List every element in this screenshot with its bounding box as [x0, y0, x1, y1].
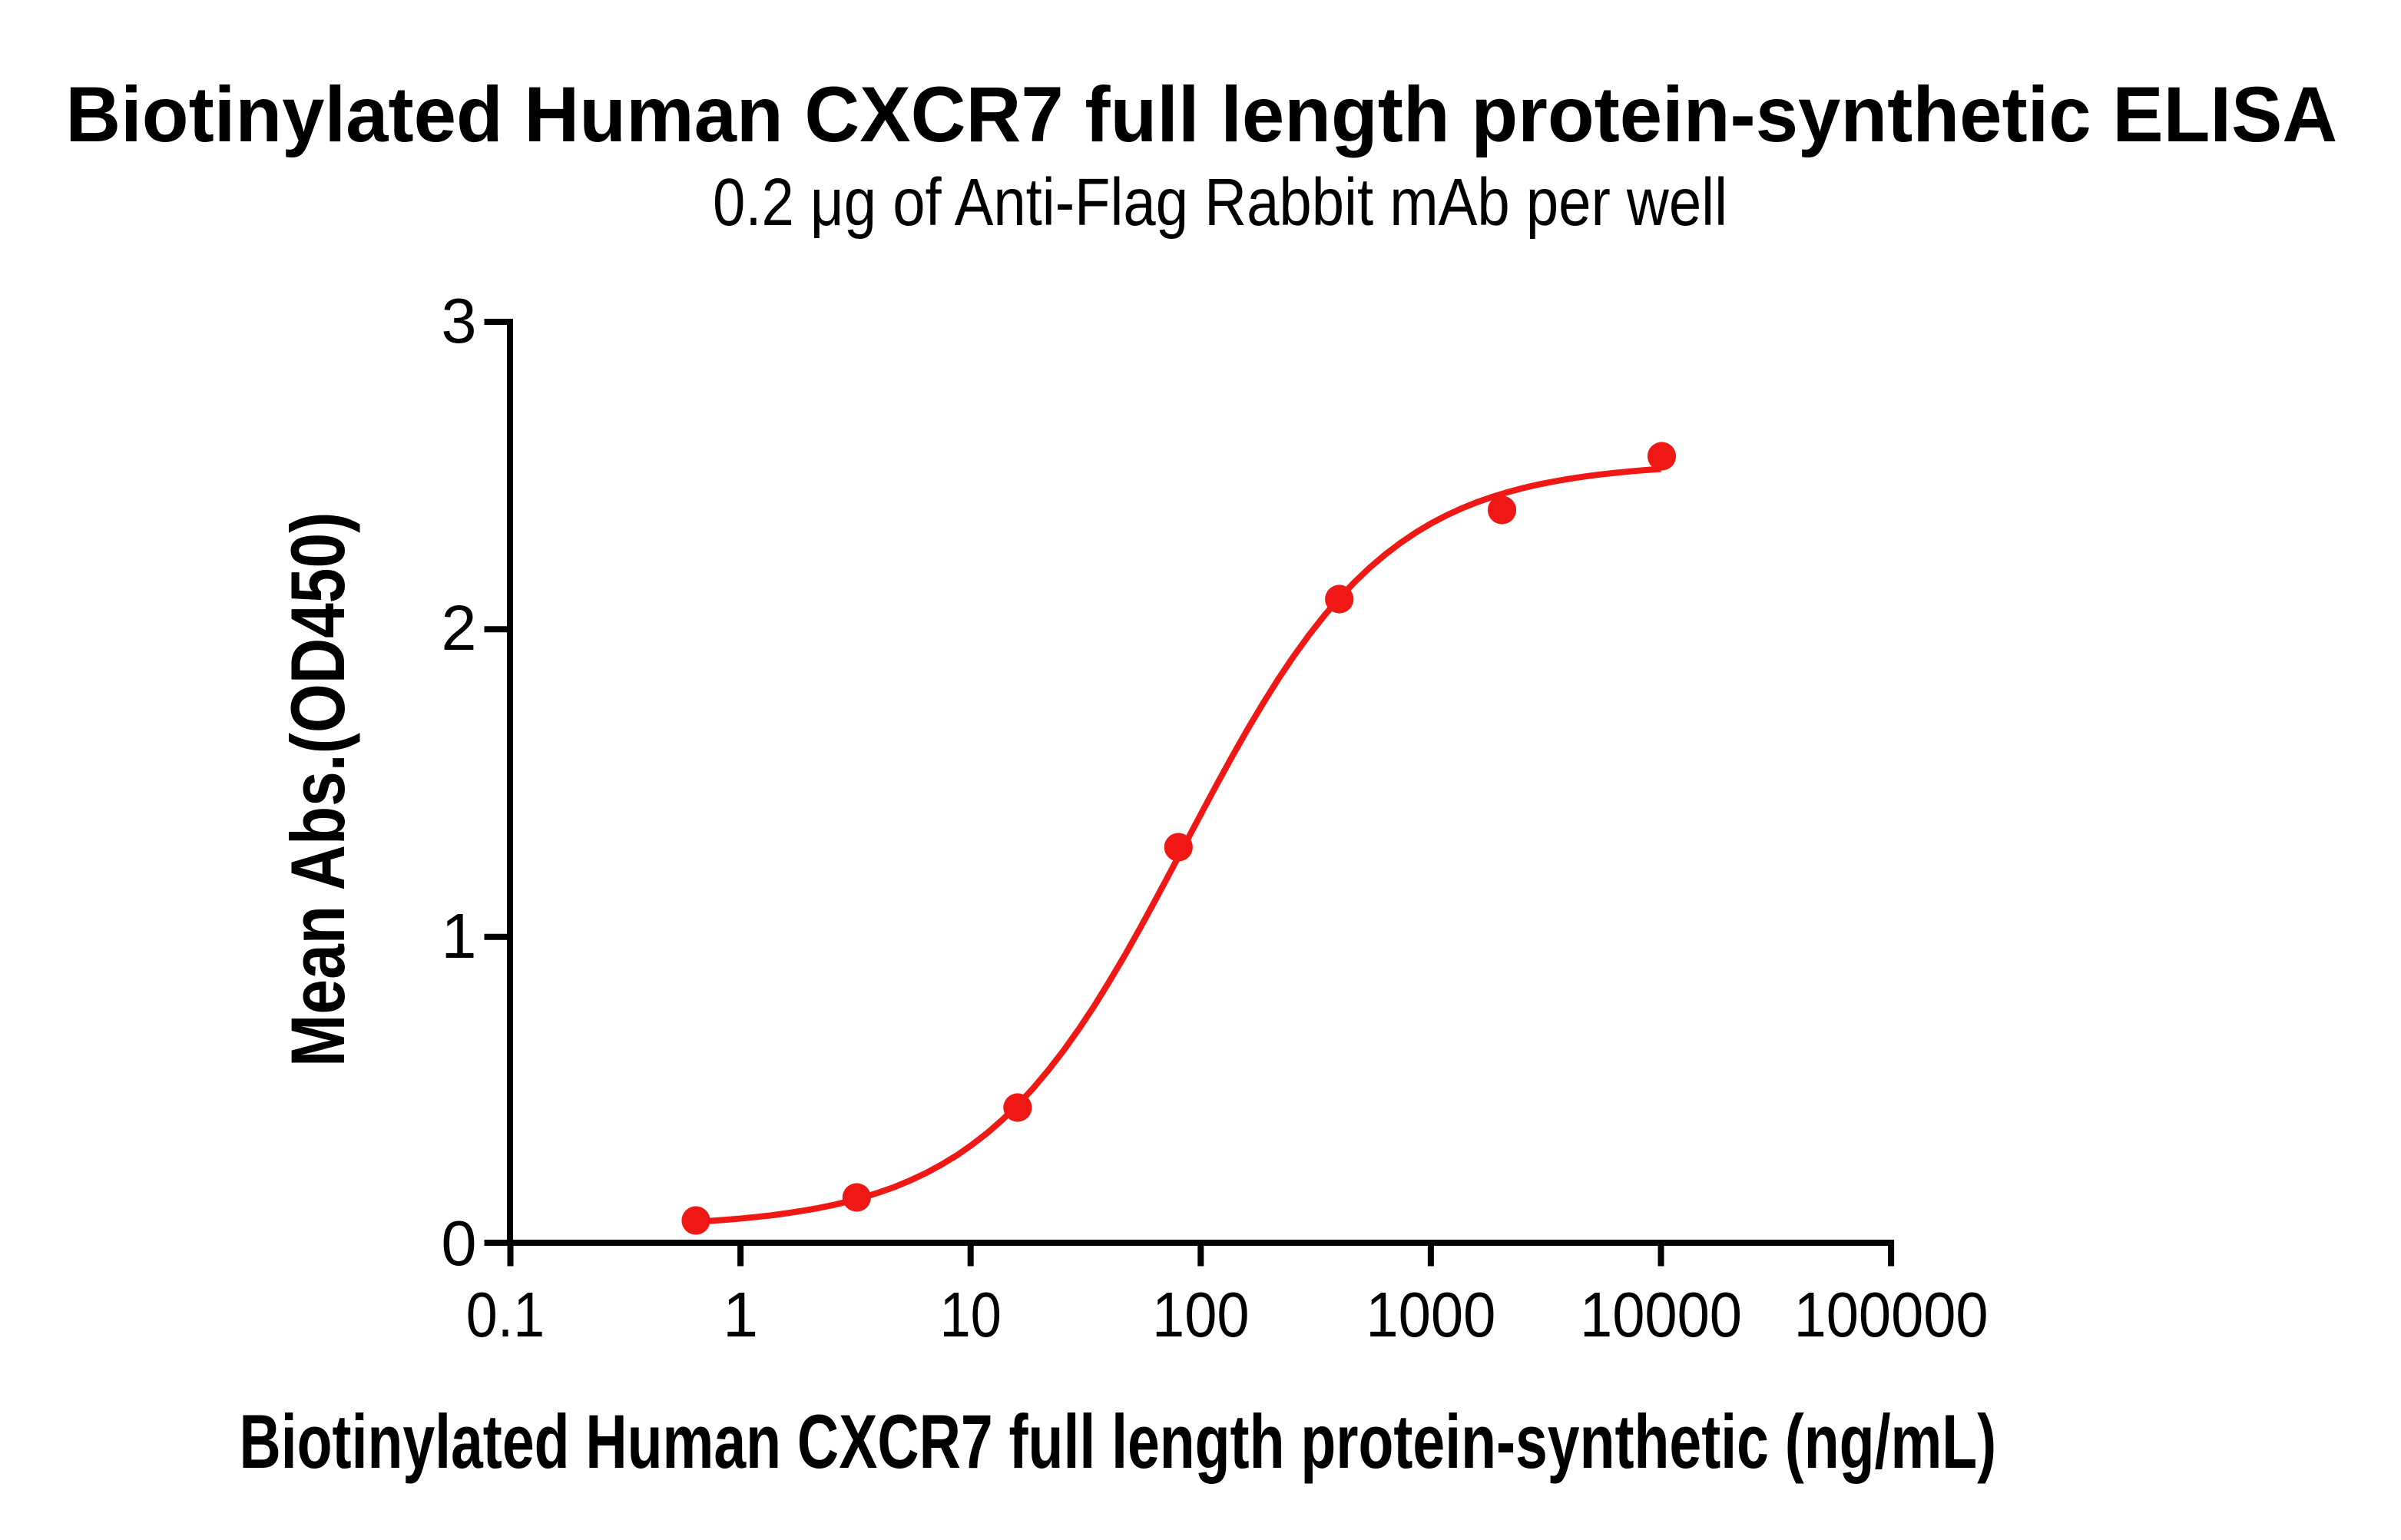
svg-text:10000: 10000: [1580, 1279, 1742, 1350]
svg-text:0.2 μg of Anti-Flag Rabbit mAb: 0.2 μg of Anti-Flag Rabbit mAb per well: [713, 165, 1727, 240]
svg-text:10: 10: [939, 1279, 1002, 1350]
svg-text:1000: 1000: [1366, 1279, 1495, 1350]
svg-text:100: 100: [1152, 1279, 1250, 1350]
svg-text:0: 0: [441, 1207, 476, 1279]
svg-text:100000: 100000: [1794, 1279, 1989, 1350]
svg-text:2: 2: [441, 592, 476, 664]
svg-text:Biotinylated Human CXCR7 full: Biotinylated Human CXCR7 full length pro…: [240, 1399, 1997, 1484]
svg-text:Biotinylated Human CXCR7 full: Biotinylated Human CXCR7 full length pro…: [65, 71, 2337, 158]
svg-text:Mean Abs.(OD450): Mean Abs.(OD450): [275, 512, 360, 1068]
svg-text:0.1: 0.1: [466, 1279, 545, 1350]
svg-text:1: 1: [723, 1279, 758, 1350]
svg-text:1: 1: [441, 900, 476, 972]
svg-text:3: 3: [441, 285, 476, 356]
